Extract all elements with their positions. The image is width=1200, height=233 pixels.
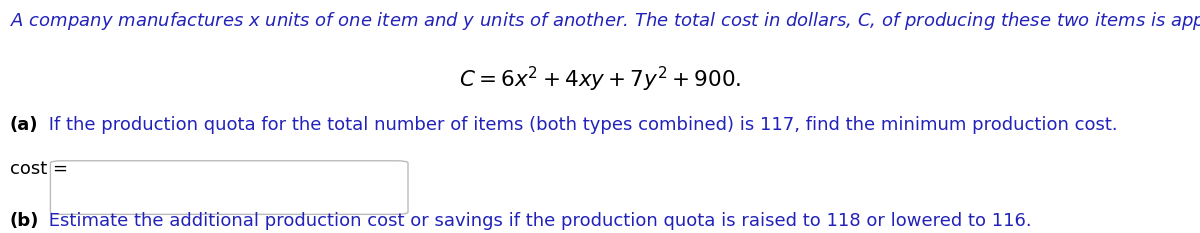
FancyBboxPatch shape (50, 161, 408, 214)
Text: (b): (b) (10, 212, 38, 230)
Text: Estimate the additional production cost or savings if the production quota is ra: Estimate the additional production cost … (43, 212, 1032, 230)
Text: If the production quota for the total number of items (both types combined) is 1: If the production quota for the total nu… (43, 116, 1118, 134)
Text: A company manufactures $x$ units of one item and $y$ units of another. The total: A company manufactures $x$ units of one … (10, 10, 1200, 32)
Text: cost =: cost = (10, 160, 67, 178)
Text: (a): (a) (10, 116, 38, 134)
Text: $C = 6x^2 + 4xy + 7y^2 + 900.$: $C = 6x^2 + 4xy + 7y^2 + 900.$ (458, 65, 742, 94)
